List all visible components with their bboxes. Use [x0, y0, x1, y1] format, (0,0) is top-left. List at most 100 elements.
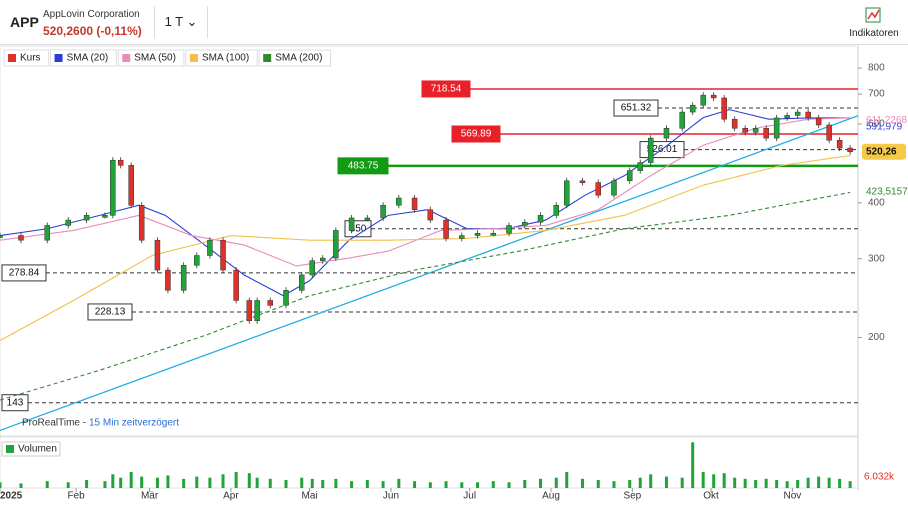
volume-bar: [208, 477, 212, 488]
candle: [364, 217, 371, 221]
candle: [254, 300, 260, 322]
candle: [427, 209, 434, 221]
volume-bar: [321, 480, 325, 488]
legend-box: [3, 49, 50, 67]
y-tick-label: 400: [868, 197, 885, 208]
volume-bar: [460, 482, 464, 488]
candle: [309, 260, 315, 276]
volume-bar: [195, 476, 199, 488]
volume-bar: [365, 480, 369, 488]
candle: [44, 225, 50, 241]
x-tick-label: Nov: [784, 491, 802, 502]
volume-bar: [234, 472, 238, 488]
candle: [553, 204, 560, 216]
sma-line: [0, 155, 851, 341]
candle: [117, 159, 124, 166]
legend-box: [258, 49, 331, 67]
indicator-icon[interactable]: [0, 0, 908, 44]
candle: [283, 290, 289, 306]
x-tick-label: 2025: [0, 491, 23, 502]
x-tick-label: Jul: [463, 491, 476, 502]
candle: [626, 170, 633, 182]
volume-bar: [221, 474, 225, 488]
candle: [474, 233, 481, 236]
level-box: [451, 125, 501, 143]
volume-bar: [754, 480, 758, 488]
candle: [794, 111, 801, 116]
level-box: [613, 99, 659, 117]
candle: [443, 219, 449, 239]
volume-bar: [775, 480, 779, 488]
volume-bar: [565, 472, 569, 488]
level-label: 143: [7, 397, 24, 408]
volume-bar: [268, 478, 272, 488]
timeframe[interactable]: 1 T ⌄: [154, 6, 208, 38]
legend-label: Kurs: [20, 53, 41, 64]
volume-bar: [129, 472, 133, 488]
legend-swatch: [54, 54, 63, 62]
candle: [267, 300, 274, 306]
legend-label: SMA (100): [202, 53, 249, 64]
volume-bar: [428, 482, 432, 488]
volume-bar: [806, 477, 810, 488]
candle: [154, 239, 161, 271]
volume-bar: [596, 480, 600, 488]
volume-bg: [0, 436, 859, 489]
candle: [611, 180, 617, 196]
y-tick-label: 700: [868, 89, 885, 100]
x-tick-label: Jun: [383, 491, 399, 502]
volume-bar: [413, 481, 417, 488]
volume-bar: [103, 481, 107, 488]
level-box: [1, 264, 47, 282]
x-tick-label: Sep: [623, 491, 641, 502]
candle: [826, 124, 832, 141]
volume-bar: [66, 482, 70, 488]
candle: [83, 215, 90, 221]
sma-last-label: 591,979: [866, 121, 903, 132]
volume-bar: [334, 478, 338, 488]
level-label: 350: [350, 223, 367, 234]
volume-bar: [580, 478, 584, 488]
candle: [207, 239, 213, 256]
candle: [246, 300, 253, 322]
volume-tag: [1, 441, 61, 457]
candle: [647, 137, 654, 163]
candle: [836, 139, 843, 149]
sma-line: [0, 117, 851, 267]
legend-label: SMA (50): [134, 53, 176, 64]
volume-bar: [140, 476, 144, 488]
company-name: AppLovin Corporation: [43, 9, 140, 20]
candle: [490, 233, 497, 236]
volume-bar: [507, 482, 511, 488]
volume-bar: [612, 481, 616, 488]
volume-bar: [381, 481, 385, 488]
volume-bar: [539, 478, 543, 488]
legend-swatch: [189, 54, 198, 62]
candle: [220, 239, 226, 271]
volume-bar: [628, 480, 632, 488]
volume-bar: [444, 481, 448, 488]
legend-box: [50, 49, 117, 67]
level-label: 228.13: [95, 307, 126, 318]
volume-bar: [722, 473, 726, 488]
candle: [679, 111, 685, 129]
sma-last-label: 611,2268: [866, 115, 907, 126]
volume-bar: [85, 480, 89, 488]
candle: [319, 257, 326, 261]
indicators-button[interactable]: Indikatoren: [849, 28, 899, 39]
price-box: [862, 143, 906, 160]
candle: [459, 235, 465, 239]
candle: [165, 269, 171, 291]
volume-bar: [182, 478, 186, 488]
candle: [380, 204, 386, 219]
legend-swatch: [122, 54, 131, 62]
legend-label: SMA (200): [275, 53, 322, 64]
y-tick-label: 600: [868, 119, 885, 130]
legend-label: SMA (20): [67, 53, 109, 64]
candle: [721, 97, 727, 120]
candle: [815, 117, 822, 126]
volume-bar: [0, 482, 2, 488]
candle: [637, 162, 643, 171]
level-box: [421, 80, 471, 98]
